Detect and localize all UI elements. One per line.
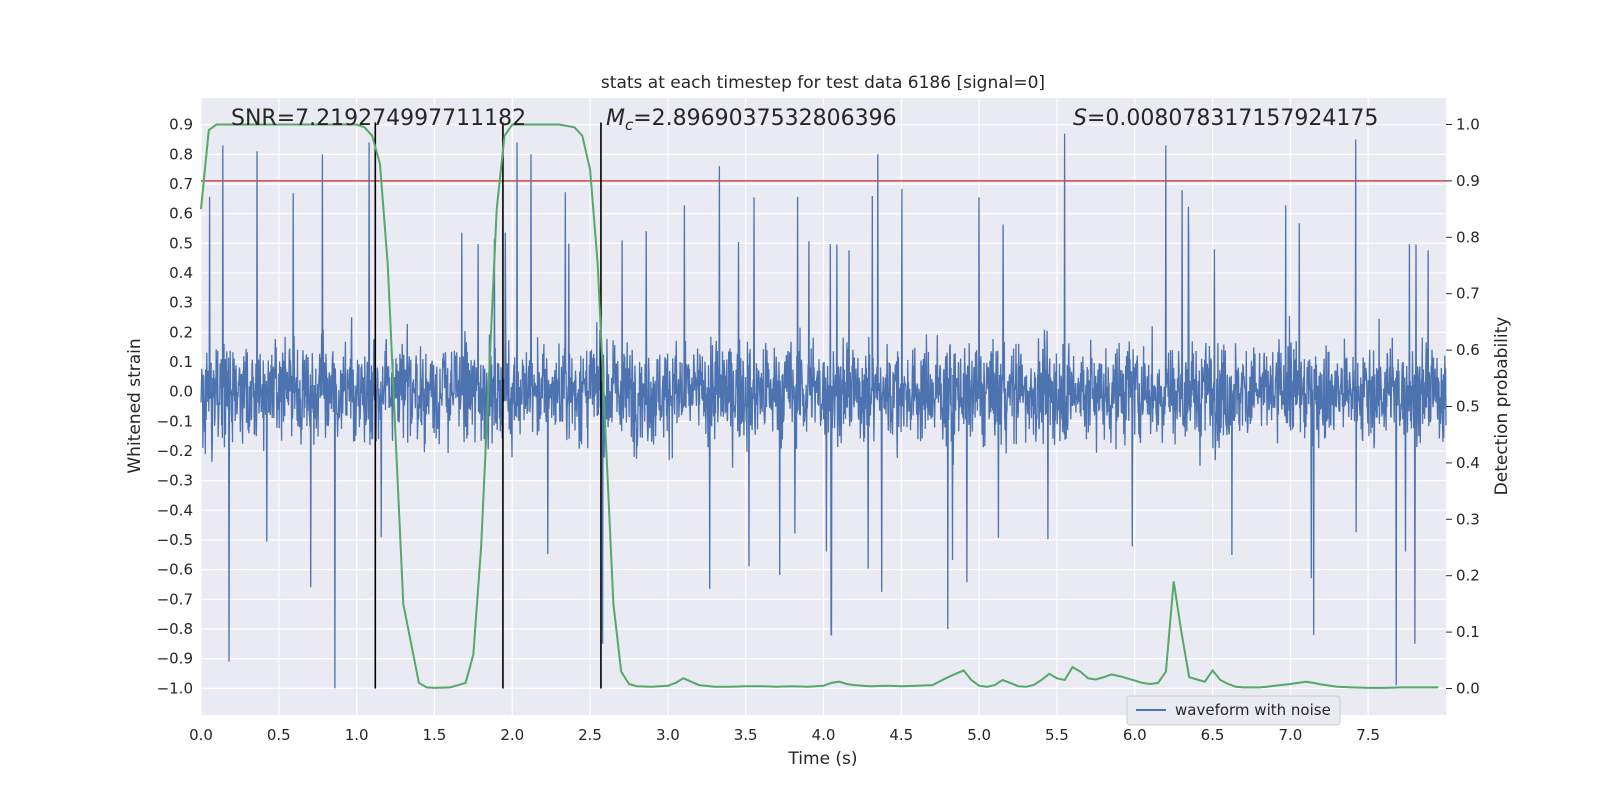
y-right-axis-label: Detection probability xyxy=(1492,317,1512,496)
y-tick-label-19: −1.0 xyxy=(157,679,193,697)
x-tick-label-12: 6.0 xyxy=(1123,726,1147,744)
x-tick-labels: 0.0 0.5 1.0 1.5 2.0 2.5 3.0 3.5 4.0 4.5 5.0 5.5 6.0 6… xyxy=(189,726,1380,744)
y-tick-label-2: 0.7 xyxy=(169,175,193,193)
legend-box xyxy=(1126,695,1341,726)
x-tick-label-15: 7.5 xyxy=(1356,726,1380,744)
waveform-with-noise-line xyxy=(200,133,1447,689)
y-tick-label-11: −0.2 xyxy=(157,442,193,460)
x-tick-label-8: 4.0 xyxy=(812,726,836,744)
x-tick-label-11: 5.5 xyxy=(1045,726,1069,744)
y-tick-label-12: −0.3 xyxy=(157,472,193,490)
s-value: =0.008078317157924175 xyxy=(1087,106,1378,131)
y-right-tick-label-10: 0.0 xyxy=(1456,679,1480,697)
y-tick-labels: 0.9 0.8 0.7 0.6 0.5 0.4 0.3 0.2 0.1 0.0 −0.1 −0.2 −0… xyxy=(157,116,193,698)
y-right-tick-label-2: 0.8 xyxy=(1456,228,1480,246)
x-axis-label: Time (s) xyxy=(787,749,857,769)
x-tick-label-5: 2.5 xyxy=(578,726,602,744)
x-tick-label-13: 6.5 xyxy=(1201,726,1225,744)
probability-series xyxy=(200,123,1439,689)
y-tick-label-9: 0.0 xyxy=(169,383,193,401)
x-tick-label-0: 0.0 xyxy=(189,726,213,744)
y-right-tick-label-6: 0.4 xyxy=(1456,454,1480,472)
y-right-tick-label-4: 0.6 xyxy=(1456,341,1480,359)
y-tick-label-14: −0.5 xyxy=(157,531,193,549)
y-tick-label-8: 0.1 xyxy=(169,353,193,371)
chart-title: stats at each timestep for test data 618… xyxy=(601,73,1045,93)
y-right-tick-label-9: 0.1 xyxy=(1456,623,1480,641)
x-tick-label-6: 3.0 xyxy=(656,726,680,744)
y-right-tick-label-0: 1.0 xyxy=(1456,116,1480,134)
y-tick-label-7: 0.2 xyxy=(169,323,193,341)
y-tick-label-6: 0.3 xyxy=(169,294,193,312)
legend-label: waveform with noise xyxy=(1175,701,1331,719)
x-tick-label-1: 0.5 xyxy=(267,726,291,744)
y-tick-label-0: 0.9 xyxy=(169,116,193,134)
y-tick-label-16: −0.7 xyxy=(157,590,193,608)
y-right-tick-labels: 1.0 0.9 0.8 0.7 0.6 0.5 0.4 0.3 0.2 0.1 0.0 xyxy=(1446,116,1480,697)
x-tick-label-2: 1.0 xyxy=(345,726,369,744)
y-tick-label-18: −0.9 xyxy=(157,650,193,668)
y-tick-label-1: 0.8 xyxy=(169,145,193,163)
y-tick-label-3: 0.6 xyxy=(169,205,193,223)
detection-probability-line xyxy=(200,123,1439,689)
y-tick-label-4: 0.5 xyxy=(169,234,193,252)
x-tick-label-3: 1.5 xyxy=(423,726,447,744)
x-tick-label-4: 2.0 xyxy=(500,726,524,744)
x-tick-label-10: 5.0 xyxy=(967,726,991,744)
y-tick-label-5: 0.4 xyxy=(169,264,193,282)
vertical-markers xyxy=(374,122,602,689)
y-axis-label: Whitened strain xyxy=(125,338,145,473)
legend: waveform with noise xyxy=(1126,695,1341,726)
snr-annotation: SNR=7.219274997711182 xyxy=(231,106,526,131)
chirp-mass-subscript: c xyxy=(625,116,634,134)
x-tick-label-9: 4.5 xyxy=(889,726,913,744)
y-right-tick-label-1: 0.9 xyxy=(1456,172,1480,190)
chirp-mass-value: =2.8969037532806396 xyxy=(633,106,896,131)
x-tick-label-7: 3.5 xyxy=(734,726,758,744)
chirp-mass-annotation: Mc=2.8969037532806396 xyxy=(606,106,897,134)
s-symbol: S xyxy=(1073,106,1087,131)
chirp-mass-symbol: M xyxy=(606,106,625,131)
y-right-tick-label-3: 0.7 xyxy=(1456,285,1480,303)
y-right-tick-label-7: 0.3 xyxy=(1456,510,1480,528)
y-tick-label-13: −0.4 xyxy=(157,501,193,519)
y-tick-label-10: −0.1 xyxy=(157,412,193,430)
waveform-series xyxy=(200,133,1447,689)
s-annotation: S=0.008078317157924175 xyxy=(1073,106,1378,131)
x-tick-label-14: 7.0 xyxy=(1278,726,1302,744)
y-right-tick-label-8: 0.2 xyxy=(1456,567,1480,585)
y-right-tick-label-5: 0.5 xyxy=(1456,398,1480,416)
y-tick-label-17: −0.8 xyxy=(157,620,193,638)
y-tick-label-15: −0.6 xyxy=(157,561,193,579)
